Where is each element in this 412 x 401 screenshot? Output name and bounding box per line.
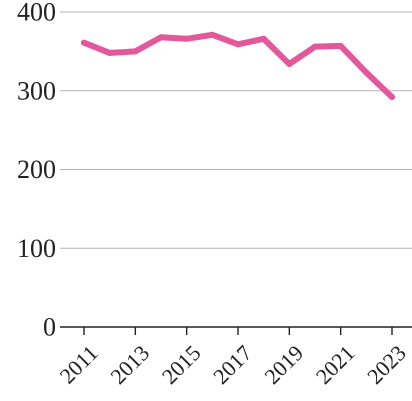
x-tick-label-2023: 2023 xyxy=(362,340,411,389)
x-tick-label-2019: 2019 xyxy=(259,340,308,389)
x-axis-ticks: 2011 2013 2015 2017 2019 2021 2023 xyxy=(55,327,411,389)
x-tick-label-2011: 2011 xyxy=(55,340,103,388)
y-tick-label-300: 300 xyxy=(17,76,56,105)
data-point-2013 xyxy=(132,48,139,55)
data-point-2012 xyxy=(106,49,113,56)
y-tick-label-400: 400 xyxy=(17,0,56,27)
data-point-2018 xyxy=(260,35,267,42)
y-tick-label-100: 100 xyxy=(17,234,56,263)
data-point-2016 xyxy=(209,31,216,38)
data-point-2017 xyxy=(235,41,241,48)
x-tick-label-2021: 2021 xyxy=(311,340,360,389)
x-tick-label-2017: 2017 xyxy=(208,340,257,389)
gridlines xyxy=(60,11,412,249)
data-point-2014 xyxy=(158,34,164,41)
data-point-2019 xyxy=(286,60,293,67)
x-tick-label-2015: 2015 xyxy=(157,340,206,389)
y-axis-tick-labels: 0 100 200 300 400 xyxy=(17,0,56,342)
data-point-2011 xyxy=(81,39,87,46)
data-point-2020 xyxy=(312,43,318,50)
data-point-2022 xyxy=(363,69,370,76)
data-series xyxy=(81,31,395,101)
y-tick-label-200: 200 xyxy=(17,155,56,184)
data-point-2015 xyxy=(183,35,190,42)
y-tick-label-0: 0 xyxy=(43,313,56,342)
data-point-2023 xyxy=(389,94,395,101)
x-tick-label-2013: 2013 xyxy=(105,340,154,389)
data-point-2021 xyxy=(337,42,344,49)
